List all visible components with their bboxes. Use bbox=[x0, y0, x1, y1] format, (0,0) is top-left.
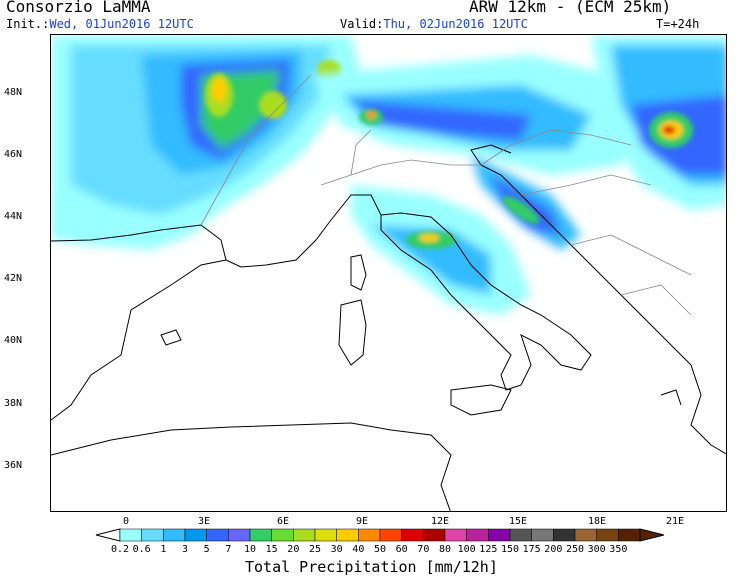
producer-title: Consorzio LaMMA bbox=[6, 0, 151, 16]
lat-tick: 46N bbox=[4, 149, 23, 160]
init-value: Wed, 01Jun2016 12UTC bbox=[49, 17, 194, 31]
colorbar-swatch bbox=[271, 528, 294, 542]
colorbar-swatch bbox=[184, 528, 207, 542]
model-title: ARW 12km - (ECM 25km) bbox=[469, 0, 672, 16]
colorbar-swatch bbox=[488, 528, 511, 542]
colorbar-swatch bbox=[358, 528, 381, 542]
colorbar-label: 30 bbox=[330, 544, 343, 555]
lon-tick: 18E bbox=[587, 516, 607, 527]
colorbar-swatch bbox=[228, 528, 251, 542]
lat-tick: 40N bbox=[4, 335, 23, 346]
colorbar-label: 350 bbox=[609, 544, 628, 555]
colorbar-label: 70 bbox=[417, 544, 430, 555]
lat-tick: 38N bbox=[4, 398, 23, 409]
colorbar-label: 200 bbox=[544, 544, 563, 555]
colorbar-swatch bbox=[509, 528, 532, 542]
lat-tick: 44N bbox=[4, 211, 23, 222]
colorbar-label: 300 bbox=[587, 544, 606, 555]
borders bbox=[200, 74, 692, 316]
colorbar-swatch bbox=[596, 528, 619, 542]
colorbar-swatch bbox=[293, 528, 316, 542]
colorbar bbox=[95, 528, 665, 542]
lon-tick: 3E bbox=[197, 516, 211, 527]
colorbar-swatch bbox=[401, 528, 424, 542]
precip-core-italy bbox=[406, 196, 540, 249]
colorbar-label: 0.6 bbox=[132, 544, 151, 555]
lon-tick: 15E bbox=[508, 516, 528, 527]
colorbar-swatch bbox=[466, 528, 489, 542]
colorbar-label: 50 bbox=[373, 544, 387, 555]
colorbar-swatch bbox=[141, 528, 164, 542]
colorbar-swatch bbox=[531, 528, 554, 542]
lat-tick: 48N bbox=[4, 87, 23, 98]
valid-label: Valid: bbox=[340, 17, 384, 31]
precip-area-italy bbox=[351, 155, 581, 315]
colorbar-swatch bbox=[119, 528, 142, 542]
lon-tick: 9E bbox=[355, 516, 369, 527]
colorbar-swatch bbox=[206, 528, 229, 542]
lon-tick: 12E bbox=[430, 516, 450, 527]
colorbar-label: 60 bbox=[395, 544, 408, 555]
colorbar-swatch bbox=[618, 528, 641, 542]
precipitation-fields bbox=[51, 35, 726, 315]
colorbar-label: 80 bbox=[438, 544, 452, 555]
colorbar-label: 250 bbox=[565, 544, 585, 555]
colorbar-label: 150 bbox=[500, 544, 520, 555]
colorbar-min-arrow bbox=[95, 528, 121, 542]
colorbar-swatch bbox=[444, 528, 467, 542]
lon-tick: 6E bbox=[276, 516, 290, 527]
precip-area-alps bbox=[311, 55, 651, 175]
colorbar-label: 15 bbox=[265, 544, 278, 555]
colorbar-label: 125 bbox=[479, 544, 498, 555]
lon-tick: 0 bbox=[122, 516, 130, 527]
valid-value: Thu, 02Jun2016 12UTC bbox=[383, 17, 528, 31]
colorbar-swatch bbox=[553, 528, 576, 542]
colorbar-label: 40 bbox=[352, 544, 365, 555]
colorbar-swatch bbox=[574, 528, 597, 542]
colorbar-label: 3 bbox=[181, 544, 189, 555]
colorbar-swatch bbox=[314, 528, 337, 542]
init-label: Init.: bbox=[6, 17, 50, 31]
colorbar-title: Total Precipitation [mm/12h] bbox=[245, 558, 498, 576]
colorbar-label: 5 bbox=[203, 544, 210, 555]
colorbar-swatch bbox=[336, 528, 359, 542]
precipitation-map bbox=[50, 34, 727, 512]
colorbar-swatch bbox=[379, 528, 402, 542]
colorbar-label: 20 bbox=[287, 544, 300, 555]
lead-time: T=+24h bbox=[656, 17, 700, 31]
colorbar-label: 0.2 bbox=[110, 544, 130, 555]
colorbar-label: 25 bbox=[308, 544, 322, 555]
precip-core-northeast bbox=[649, 112, 693, 148]
colorbar-label: 1 bbox=[160, 544, 167, 555]
map-canvas bbox=[51, 35, 726, 511]
colorbar-label: 10 bbox=[243, 544, 257, 555]
colorbar-swatch bbox=[163, 528, 186, 542]
lon-tick: 21E bbox=[665, 516, 685, 527]
colorbar-swatch bbox=[423, 528, 446, 542]
lat-tick: 36N bbox=[4, 460, 23, 471]
precip-area-france bbox=[51, 35, 361, 250]
precip-core-alps bbox=[359, 109, 383, 125]
colorbar-label: 100 bbox=[457, 544, 476, 555]
colorbar-swatch bbox=[249, 528, 272, 542]
lat-tick: 42N bbox=[4, 273, 23, 284]
colorbar-max-arrow bbox=[639, 528, 665, 542]
valid-line: Valid:Thu, 02Jun2016 12UTC bbox=[340, 18, 528, 30]
colorbar-label: 7 bbox=[225, 544, 232, 555]
init-line: Init.:Wed, 01Jun2016 12UTC bbox=[6, 18, 194, 30]
colorbar-label: 175 bbox=[522, 544, 541, 555]
